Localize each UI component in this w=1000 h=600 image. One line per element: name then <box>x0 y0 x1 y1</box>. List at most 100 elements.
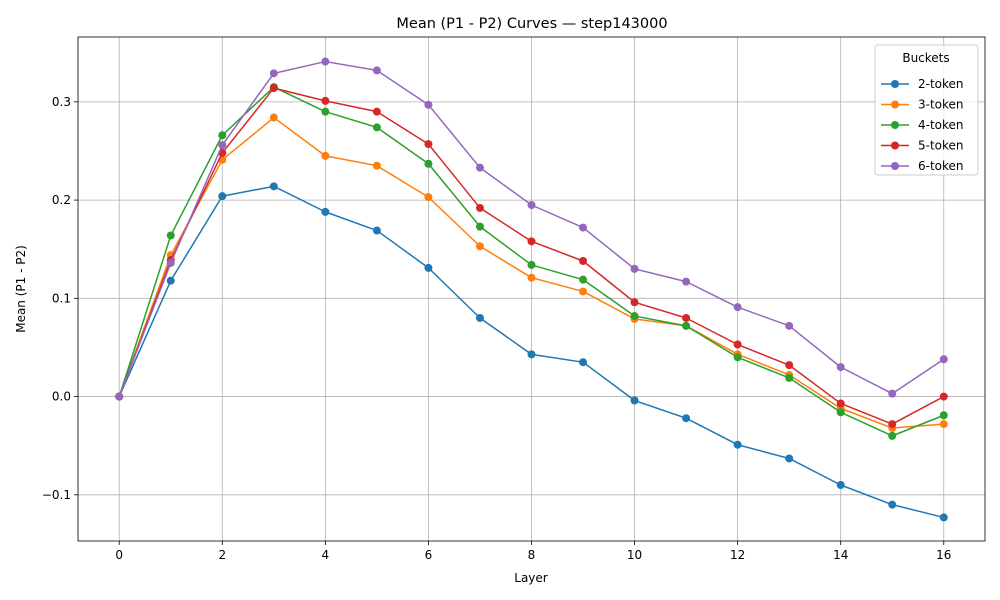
data-point <box>579 358 588 367</box>
legend-swatch-marker <box>891 80 899 88</box>
y-tick-label: 0.2 <box>52 193 71 207</box>
data-point <box>475 163 484 172</box>
x-tick-label: 12 <box>730 548 745 562</box>
data-point <box>166 258 175 267</box>
data-point <box>424 159 433 168</box>
data-point <box>785 454 794 463</box>
data-point <box>785 373 794 382</box>
data-point <box>939 411 948 420</box>
data-point <box>372 161 381 170</box>
data-point <box>682 313 691 322</box>
legend-label: 5-token <box>918 139 964 153</box>
legend-item: 2-token <box>881 77 964 91</box>
legend-swatch-marker <box>891 100 899 109</box>
axis-ticks: 0 2 4 6 8 10 12 14 16 −0.1 0.0 0.1 0.2 0.3 <box>42 95 952 562</box>
data-point <box>630 264 639 273</box>
series-5-token <box>115 84 948 429</box>
data-point <box>682 321 691 330</box>
data-point <box>475 203 484 212</box>
data-point <box>579 287 588 296</box>
x-tick-label: 6 <box>425 548 433 562</box>
data-point <box>527 260 536 269</box>
x-tick-label: 2 <box>218 548 226 562</box>
legend-item: 3-token <box>881 98 964 112</box>
data-point <box>836 363 845 372</box>
data-point <box>321 57 330 66</box>
legend: Buckets 2-token 3-token 4-token 5-token 6-to… <box>874 44 979 176</box>
data-point <box>269 84 278 93</box>
data-point <box>733 353 742 362</box>
data-point <box>269 182 278 191</box>
y-tick-label: 0.1 <box>52 291 71 305</box>
data-point <box>424 140 433 149</box>
data-point <box>269 113 278 122</box>
x-tick-label: 10 <box>627 548 642 562</box>
legend-swatch-marker <box>891 162 899 170</box>
data-point <box>888 420 897 429</box>
data-point <box>836 481 845 489</box>
data-point <box>939 420 948 429</box>
data-point <box>372 123 381 132</box>
data-point <box>579 275 588 284</box>
series-2-token <box>115 182 948 522</box>
data-point <box>630 298 639 307</box>
legend-label: 2-token <box>918 77 964 91</box>
legend-title: Buckets <box>902 51 949 65</box>
data-point <box>682 414 691 423</box>
data-point <box>424 100 433 109</box>
data-point <box>527 350 536 359</box>
legend-swatch-marker <box>891 141 899 150</box>
x-tick-label: 14 <box>833 548 848 562</box>
data-point <box>733 340 742 349</box>
chart-title: Mean (P1 - P2) Curves — step143000 <box>396 16 667 32</box>
x-tick-label: 16 <box>936 548 951 562</box>
x-tick-label: 8 <box>528 548 536 562</box>
data-point <box>115 392 124 401</box>
data-point <box>836 408 845 417</box>
data-point <box>888 389 897 398</box>
legend-item: 4-token <box>881 118 964 132</box>
legend-label: 6-token <box>918 159 964 173</box>
data-point <box>579 223 588 232</box>
data-point <box>733 303 742 312</box>
data-point <box>682 277 691 286</box>
legend-item: 6-token <box>881 159 964 173</box>
data-point <box>218 141 227 150</box>
data-point <box>785 321 794 330</box>
data-point <box>321 151 330 160</box>
data-point <box>218 192 227 201</box>
y-tick-label: 0.0 <box>52 390 71 404</box>
data-point <box>579 257 588 265</box>
data-point <box>424 193 433 202</box>
data-point <box>733 440 742 449</box>
data-point <box>372 66 381 75</box>
data-point <box>785 361 794 370</box>
data-point <box>527 237 536 246</box>
data-point <box>630 396 639 405</box>
x-tick-label: 4 <box>322 548 330 562</box>
legend-label: 4-token <box>918 118 964 132</box>
data-point <box>166 276 175 285</box>
data-point <box>424 263 433 272</box>
x-tick-label: 0 <box>115 548 123 562</box>
legend-item: 5-token <box>881 139 964 153</box>
data-point <box>527 273 536 282</box>
data-point <box>372 107 381 116</box>
data-point <box>888 431 897 440</box>
data-point <box>836 399 845 408</box>
data-point <box>321 207 330 216</box>
x-axis-label: Layer <box>514 571 548 585</box>
legend-items: 2-token 3-token 4-token 5-token 6-token <box>881 77 964 173</box>
data-point <box>475 242 484 251</box>
legend-box <box>874 44 979 176</box>
data-point <box>321 107 330 116</box>
legend-label: 3-token <box>918 98 964 112</box>
data-point <box>218 131 227 140</box>
series-6-token <box>115 57 948 401</box>
data-point <box>630 312 639 321</box>
data-point <box>939 355 948 364</box>
data-point <box>269 69 278 78</box>
data-point <box>321 96 330 105</box>
data-point <box>166 231 175 240</box>
